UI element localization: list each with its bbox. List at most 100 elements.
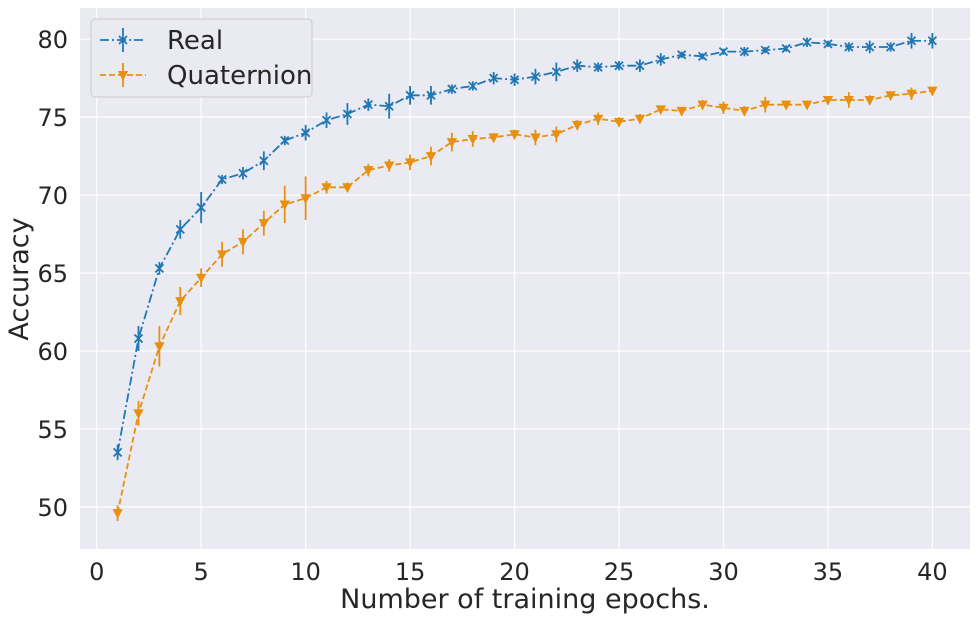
data-point <box>718 103 729 114</box>
series-line <box>116 39 933 453</box>
data-point <box>551 130 562 141</box>
data-point <box>321 115 332 125</box>
x-tick-label: 30 <box>708 558 739 586</box>
data-point <box>112 447 123 457</box>
data-point <box>656 54 666 65</box>
x-tick-label: 20 <box>499 558 530 586</box>
data-point <box>530 133 541 144</box>
data-point <box>426 90 436 100</box>
x-tick-label: 25 <box>604 558 635 586</box>
data-point <box>802 37 812 47</box>
x-tick-label: 5 <box>194 558 209 586</box>
series-real <box>112 32 938 461</box>
data-point <box>196 202 206 213</box>
data-point <box>614 61 624 71</box>
data-point <box>760 100 771 111</box>
data-point <box>216 250 228 261</box>
data-point <box>551 67 561 77</box>
data-point <box>655 105 666 116</box>
data-point <box>613 117 625 128</box>
data-point <box>822 95 834 106</box>
data-point <box>906 36 917 46</box>
data-point <box>906 89 917 100</box>
data-point <box>196 273 207 284</box>
x-tick-label: 40 <box>917 558 948 586</box>
legend: Real Quaternion <box>90 18 313 98</box>
data-point <box>133 409 144 420</box>
data-point <box>425 152 437 162</box>
data-point <box>217 174 227 185</box>
data-point <box>468 81 478 91</box>
data-point <box>447 84 457 94</box>
series-quaternion <box>112 86 938 521</box>
plot-background <box>80 8 970 549</box>
data-point <box>593 62 603 72</box>
data-point <box>112 509 123 519</box>
data-point <box>739 47 750 57</box>
data-point <box>259 156 269 166</box>
data-point <box>801 100 813 111</box>
data-point <box>300 128 311 138</box>
series-layer <box>112 32 938 521</box>
data-point <box>865 42 875 52</box>
data-point <box>133 333 144 344</box>
data-point <box>823 39 833 49</box>
data-point <box>154 342 165 353</box>
data-point <box>781 43 791 54</box>
data-point <box>258 219 270 229</box>
data-point <box>927 86 938 97</box>
y-tick-label: 60 <box>37 338 68 366</box>
data-point <box>300 194 311 205</box>
data-point <box>488 133 499 144</box>
series-line <box>116 89 933 514</box>
data-point <box>509 130 520 141</box>
legend-entry-real: Real <box>100 26 223 56</box>
data-point <box>321 183 332 194</box>
x-tick-label: 35 <box>813 558 844 586</box>
y-tick-label: 80 <box>37 26 68 54</box>
data-point <box>677 50 687 60</box>
data-point <box>530 71 541 82</box>
y-tick-label: 50 <box>37 494 68 522</box>
data-point <box>843 95 854 106</box>
data-point <box>927 36 938 46</box>
y-axis-label: Accuracy <box>4 217 35 340</box>
y-tick-label: 55 <box>37 416 68 444</box>
data-point <box>572 120 583 131</box>
data-point <box>780 100 792 111</box>
data-point <box>363 166 374 176</box>
y-tick-label: 70 <box>37 182 68 210</box>
data-point <box>635 61 645 71</box>
data-point <box>509 75 520 85</box>
data-point <box>697 51 708 61</box>
y-tick-label: 65 <box>37 260 68 288</box>
legend-label: Real <box>167 26 223 56</box>
x-tick-label: 15 <box>395 558 426 586</box>
data-point <box>697 100 708 111</box>
data-point <box>175 224 185 235</box>
x-tick-label: 10 <box>290 558 321 586</box>
data-point <box>404 158 416 169</box>
data-point <box>634 114 646 125</box>
data-point <box>384 101 394 111</box>
data-point <box>342 109 353 119</box>
data-point <box>405 90 415 100</box>
data-point <box>342 183 353 194</box>
data-point <box>280 135 290 146</box>
legend-marker <box>117 71 129 81</box>
tick-labels: 0 5 10 15 20 25 30 35 40 50 55 60 65 70 75 80 <box>37 26 947 586</box>
data-point <box>572 61 582 71</box>
data-point <box>154 263 165 274</box>
data-point <box>238 168 248 178</box>
data-point <box>384 161 395 172</box>
y-tick-label: 75 <box>37 104 68 132</box>
legend-marker <box>118 35 128 45</box>
data-point <box>885 91 896 102</box>
data-point <box>489 73 499 83</box>
data-point <box>864 95 875 106</box>
data-point <box>760 45 770 55</box>
data-point <box>279 200 290 211</box>
x-axis-label: Number of training epochs. <box>340 584 710 615</box>
data-point <box>592 114 604 125</box>
